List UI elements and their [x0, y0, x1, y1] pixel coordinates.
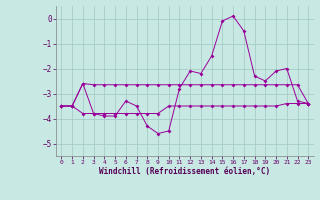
- X-axis label: Windchill (Refroidissement éolien,°C): Windchill (Refroidissement éolien,°C): [99, 167, 270, 176]
